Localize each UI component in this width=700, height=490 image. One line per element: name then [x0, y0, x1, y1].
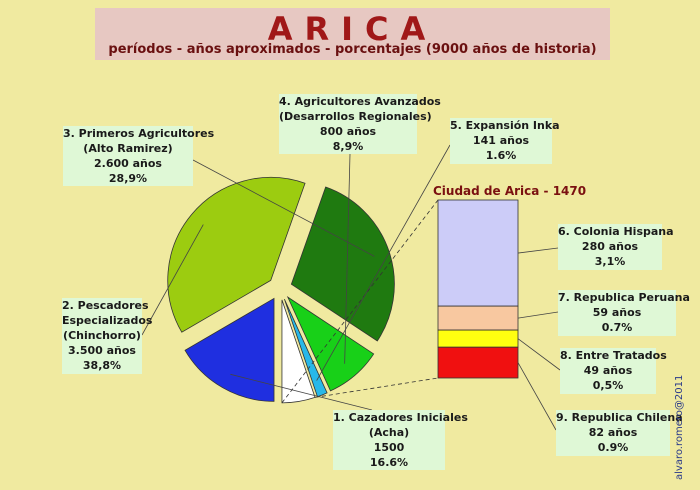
- label-primeros-agricultores: 3. Primeros Agricultores (Alto Ramirez) 2…: [63, 126, 215, 186]
- label-republica-peruana: 7. Republica Peruana 59 años 0.7%: [558, 290, 690, 336]
- leader-b8: [517, 338, 561, 371]
- pie-slice-s1: [184, 297, 275, 402]
- chart-title: ARICA: [267, 10, 438, 48]
- leader-s3: [192, 159, 375, 257]
- bar-segment-b6: [437, 199, 519, 307]
- leader-s5: [316, 144, 451, 381]
- pie-slice-s2: [167, 176, 306, 333]
- label-pescadores: 2. Pescadores Especializados (Chinchorro)…: [62, 298, 153, 374]
- label-republica-chilena: 9. Republica Chilena 82 años 0.9%: [556, 410, 683, 456]
- label-expansion-inka: 5. Expansión Inka 141 años 1.6%: [450, 118, 560, 164]
- bar-segment-b9: [437, 346, 519, 379]
- leader-b9: [517, 362, 557, 431]
- label-agricultores-avanzados: 4. Agricultores Avanzados (Desarrollos Re…: [279, 94, 441, 154]
- label-cazadores: 1. Cazadores Iniciales (Acha) 1500 16.6%: [333, 410, 468, 470]
- pie-slice-s4: [286, 296, 375, 392]
- bar-segment-b8: [437, 329, 519, 348]
- title-banner: ARICA períodos - años aproximados - porc…: [95, 8, 610, 60]
- label-colonia-hispana: 6. Colonia Hispana 280 años 3,1%: [558, 224, 674, 270]
- label-entre-tratados: 8. Entre Tratados 49 años 0,5%: [560, 348, 667, 394]
- author-credit: alvaro.romero@2011: [674, 374, 685, 480]
- leader-s1: [230, 373, 373, 411]
- leader-b6: [517, 247, 559, 254]
- bar-segment-b7: [437, 305, 519, 331]
- leader-s2: [141, 224, 204, 336]
- connector-top: [281, 199, 439, 404]
- leader-b7: [517, 311, 559, 319]
- chart-subtitle: períodos - años aproximados - porcentaje…: [108, 42, 597, 57]
- bar-title: Ciudad de Arica - 1470: [433, 184, 587, 198]
